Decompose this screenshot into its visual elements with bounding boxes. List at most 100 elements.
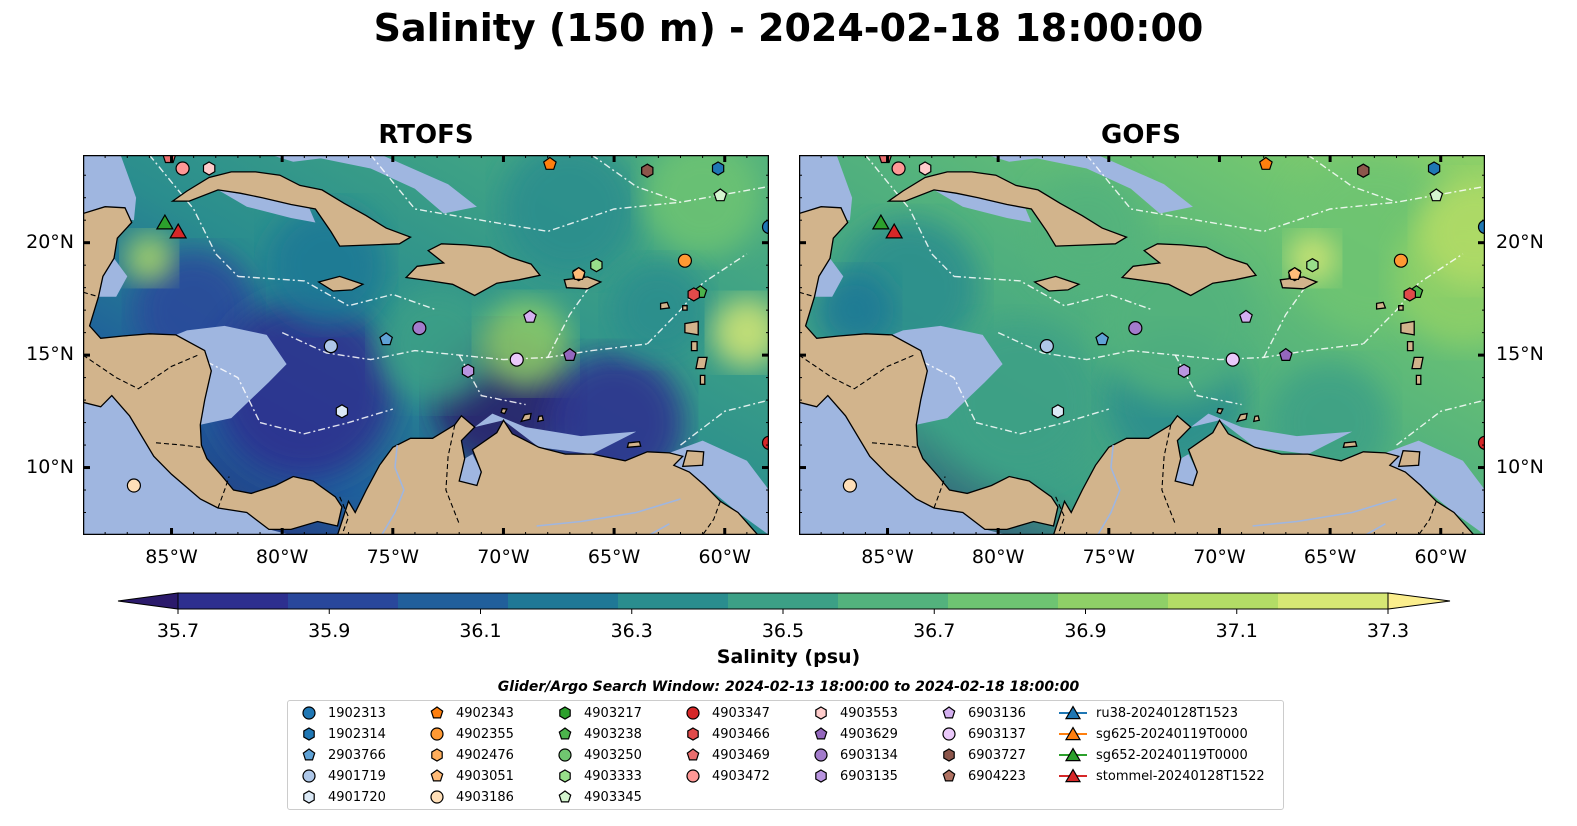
lat-tick-label: 15°N xyxy=(1496,343,1544,366)
shelf-pacific xyxy=(799,395,1007,535)
legend-item-6903134: 6903134 xyxy=(810,745,898,765)
legend-marker-icon xyxy=(815,769,827,783)
shelf-maracaibo xyxy=(1175,454,1198,486)
argo-float-6903727 xyxy=(641,163,654,178)
legend-item-4903250: 4903250 xyxy=(554,745,642,765)
river xyxy=(1252,498,1397,527)
country-border xyxy=(1161,424,1176,525)
lon-tick-label: 85°W xyxy=(145,546,198,568)
legend-label: 4902343 xyxy=(456,705,514,721)
argo-float-6903137 xyxy=(509,352,524,367)
eez-boundary-line xyxy=(1307,155,1397,203)
argo-float-1902313 xyxy=(1477,219,1485,235)
land-southamerica xyxy=(336,414,759,535)
legend-item-4902476: 4902476 xyxy=(426,745,514,765)
legend-marker-icon xyxy=(302,748,316,761)
legend-label: 4903217 xyxy=(584,705,642,721)
legend-item-6903727: 6903727 xyxy=(938,745,1026,765)
legend-marker-icon xyxy=(302,706,316,720)
colorbar-tick-label: 36.9 xyxy=(1064,620,1106,642)
legend-marker-icon xyxy=(942,727,956,741)
argo-float-6903136 xyxy=(1239,309,1253,323)
legend-marker-icon xyxy=(687,727,699,741)
lon-tick-label: 75°W xyxy=(1082,546,1136,568)
legend-marker-icon xyxy=(558,748,572,762)
legend-label: 6903137 xyxy=(968,726,1026,742)
legend-item-4903345: 4903345 xyxy=(554,787,642,807)
argo-float-1902314 xyxy=(1427,161,1441,176)
argo-float-2903766 xyxy=(1095,332,1110,346)
shelf-venshelf xyxy=(1190,413,1353,455)
colorbar-extend-high xyxy=(1387,592,1451,610)
legend-label: 4902476 xyxy=(456,747,514,763)
legend-item-4903469: 4903469 xyxy=(682,745,770,765)
legend-label: 4903472 xyxy=(712,768,770,784)
argo-float-4903629 xyxy=(562,347,577,361)
land-antilles2 xyxy=(684,320,699,336)
legend-label: 4903250 xyxy=(584,747,642,763)
legend-label: 1902313 xyxy=(328,705,386,721)
glider-sg652-20240119T0000 xyxy=(155,213,174,230)
legend-item-4903466: 4903466 xyxy=(682,724,770,744)
land-antilles4 xyxy=(690,340,698,352)
legend-label: ru38-20240128T1523 xyxy=(1096,705,1239,721)
country-border xyxy=(1418,501,1437,535)
legend-item-2903766: 2903766 xyxy=(298,745,386,765)
country-border xyxy=(799,354,915,390)
legend-item-4903347: 4903347 xyxy=(682,703,770,723)
legend-item-4901720: 4901720 xyxy=(298,787,386,807)
country-border xyxy=(217,476,230,509)
argo-float-6903134 xyxy=(1128,321,1143,336)
legend-label: sg652-20240119T0000 xyxy=(1096,747,1248,763)
legend-marker-icon xyxy=(686,706,700,720)
colorbar-tick-label: 36.1 xyxy=(459,620,501,642)
legend-marker-icon xyxy=(430,706,444,719)
argo-float-4903466 xyxy=(687,287,701,302)
argo-float-4902355 xyxy=(677,253,693,268)
legend-item-1902313: 1902313 xyxy=(298,703,386,723)
legend-item-sg652-20240119T0000: sg652-20240119T0000 xyxy=(1058,745,1248,765)
argo-float-4901720 xyxy=(335,404,349,419)
shelf-pacific xyxy=(83,395,291,535)
legend-item-6903136: 6903136 xyxy=(938,703,1026,723)
land-antilles2 xyxy=(1400,320,1415,336)
legend-marker-icon xyxy=(942,769,956,782)
argo-float-4903466 xyxy=(1403,287,1417,302)
land-bonaire xyxy=(1252,415,1261,423)
eez-boundary-line xyxy=(591,155,681,203)
legend-item-4903051: 4903051 xyxy=(426,766,514,786)
land-antilles5 xyxy=(1375,301,1387,310)
argo-float-4903051 xyxy=(1287,266,1302,281)
shelf-maracaibo xyxy=(459,454,482,486)
land-cuba xyxy=(886,171,1128,247)
legend-label: 4903629 xyxy=(840,726,898,742)
colorbar-segment xyxy=(948,593,1059,609)
lon-tick-label: 65°W xyxy=(1303,546,1357,568)
legend-marker-icon xyxy=(558,727,572,740)
legend-item-4903472: 4903472 xyxy=(682,766,770,786)
eez-boundary-line xyxy=(1263,282,1309,358)
shelf-campeche xyxy=(799,155,853,221)
salinity-colorbar: 35.7 35.9 36.1 36.3 36.5 36.7 36.9 37.1 37.3 xyxy=(117,592,1451,642)
legend-marker-icon xyxy=(559,706,571,720)
legend-item-4902355: 4902355 xyxy=(426,724,514,744)
land-margarita xyxy=(626,440,642,449)
legend-marker-icon xyxy=(815,706,827,720)
glider-sg652-20240119T0000 xyxy=(871,213,890,230)
legend-marker-icon xyxy=(814,727,828,740)
eez-boundary-line xyxy=(680,399,769,446)
legend-item-6903135: 6903135 xyxy=(810,766,898,786)
lat-tick-label: 20°N xyxy=(1496,230,1544,253)
lat-tick-label: 10°N xyxy=(1496,455,1544,478)
river xyxy=(1365,523,1386,535)
argo-float-2903766 xyxy=(379,332,394,346)
land-hispaniola xyxy=(1120,243,1258,297)
legend-item-6903137: 6903137 xyxy=(938,724,1026,744)
legend-marker-icon xyxy=(943,748,955,762)
argo-float-6903137 xyxy=(1225,352,1240,367)
colorbar-tick-label: 37.1 xyxy=(1216,620,1258,642)
legend-label: 6904223 xyxy=(968,768,1026,784)
legend-label: 4903238 xyxy=(584,726,642,742)
argo-float-4903347 xyxy=(761,435,769,450)
land-curacao xyxy=(519,412,532,423)
